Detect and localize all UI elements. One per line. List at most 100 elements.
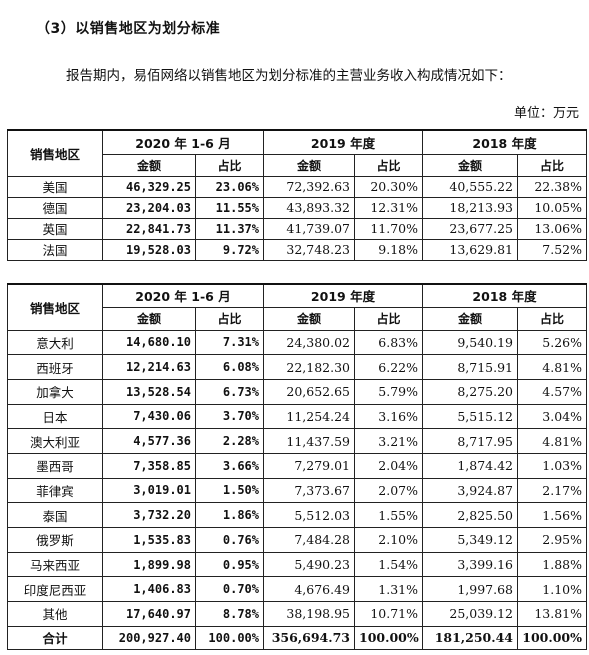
region-cell: 意大利 [7,329,103,356]
amount-2018-cell: 5,349.12 [422,527,518,553]
share-2018-cell: 5.26% [517,329,587,356]
share-2018-cell: 1.03% [517,452,587,479]
amount-2019-cell: 4,676.49 [263,576,355,603]
share-2019-cell: 12.31% [354,196,423,219]
region-cell: 菲律宾 [7,477,103,504]
share-2018-cell: 4.81% [517,354,587,380]
amount-2018-cell: 25,039.12 [422,601,518,627]
header-amount: 金额 [102,153,196,177]
unit-label: 单位：万元 [513,106,579,121]
share-2020h1-cell: 1.50% [195,477,264,504]
amount-2020h1-cell: 200,927.40 [102,625,196,650]
amount-2018-cell: 13,629.81 [422,238,518,261]
table-row: 墨西哥 7,358.85 3.66% 7,279.01 2.04% 1,874.42 1.0… [7,452,587,479]
share-2018-cell: 13.06% [517,217,587,240]
intro-paragraph: 报告期内，易佰网络以销售地区为划分标准的主营业务收入构成情况如下： [66,68,512,84]
share-2020h1-cell: 0.76% [195,527,264,553]
table-row: 菲律宾 3,019.01 1.50% 7,373.67 2.07% 3,924.87 2.1… [7,477,587,504]
table-row: 日本 7,430.06 3.70% 11,254.24 3.16% 5,515.12 3.0… [7,403,587,430]
amount-2020h1-cell: 22,841.73 [102,217,196,240]
amount-2019-cell: 7,373.67 [263,477,355,504]
region-cell: 印度尼西亚 [7,576,103,603]
amount-2018-cell: 23,677.25 [422,217,518,240]
share-2019-cell: 11.70% [354,217,423,240]
share-2019-cell: 1.54% [354,551,423,578]
amount-2020h1-cell: 7,430.06 [102,403,196,430]
amount-2019-cell: 356,694.73 [263,625,355,650]
amount-2020h1-cell: 13,528.54 [102,378,196,405]
share-2018-cell: 4.81% [517,428,587,454]
header-period-2018: 2018 年度 [422,283,587,308]
amount-2019-cell: 72,392.63 [263,175,355,198]
share-2020h1-cell: 23.06% [195,175,264,198]
header-share: 占比 [354,306,423,331]
table-row: 澳大利亚 4,577.36 2.28% 11,437.59 3.21% 8,717.95 4… [7,428,587,454]
share-2019-cell: 100.00% [354,625,423,650]
share-2019-cell: 1.55% [354,502,423,528]
table-row: 印度尼西亚 1,406.83 0.70% 4,676.49 1.31% 1,997.68 1… [7,576,587,603]
table-row: 西班牙 12,214.63 6.08% 22,182.30 6.22% 8,715.91 4… [7,354,587,380]
table-row: 俄罗斯 1,535.83 0.76% 7,484.28 2.10% 5,349.12 2.9… [7,527,587,553]
region-cell: 加拿大 [7,378,103,405]
header-period-2019: 2019 年度 [263,283,423,308]
amount-2020h1-cell: 1,406.83 [102,576,196,603]
amount-2019-cell: 5,512.03 [263,502,355,528]
share-2020h1-cell: 11.55% [195,196,264,219]
header-share: 占比 [517,153,587,177]
region-cell: 澳大利亚 [7,428,103,454]
share-2020h1-cell: 8.78% [195,601,264,627]
amount-2018-cell: 8,275.20 [422,378,518,405]
amount-2020h1-cell: 3,732.20 [102,502,196,528]
share-2020h1-cell: 0.70% [195,576,264,603]
share-2018-cell: 2.17% [517,477,587,504]
table-row: 德国 23,204.03 11.55% 43,893.32 12.31% 18,213.9… [7,196,587,219]
table-total-row: 合计 200,927.40 100.00% 356,694.73 100.00% 181,… [7,625,587,650]
header-period-2018: 2018 年度 [422,129,587,155]
section-heading: （3）以销售地区为划分标准 [36,21,221,37]
share-2020h1-cell: 6.08% [195,354,264,380]
header-amount: 金额 [422,153,518,177]
share-2020h1-cell: 1.86% [195,502,264,528]
amount-2019-cell: 11,437.59 [263,428,355,454]
amount-2020h1-cell: 17,640.97 [102,601,196,627]
amount-2018-cell: 3,924.87 [422,477,518,504]
share-2018-cell: 13.81% [517,601,587,627]
header-share: 占比 [517,306,587,331]
region-cell: 合计 [7,625,103,650]
share-2018-cell: 10.05% [517,196,587,219]
share-2019-cell: 1.31% [354,576,423,603]
amount-2018-cell: 2,825.50 [422,502,518,528]
amount-2020h1-cell: 14,680.10 [102,329,196,356]
amount-2018-cell: 1,997.68 [422,576,518,603]
table-row: 英国 22,841.73 11.37% 41,739.07 11.70% 23,677.2… [7,217,587,240]
share-2020h1-cell: 100.00% [195,625,264,650]
share-2019-cell: 2.04% [354,452,423,479]
amount-2019-cell: 22,182.30 [263,354,355,380]
region-cell: 英国 [7,217,103,240]
amount-2019-cell: 11,254.24 [263,403,355,430]
table-row: 美国 46,329.25 23.06% 72,392.63 20.30% 40,555.2… [7,175,587,198]
table1-body: 美国 46,329.25 23.06% 72,392.63 20.30% 40,555.2… [7,175,587,261]
amount-2019-cell: 41,739.07 [263,217,355,240]
share-2019-cell: 5.79% [354,378,423,405]
amount-2018-cell: 1,874.42 [422,452,518,479]
share-2019-cell: 20.30% [354,175,423,198]
header-amount: 金额 [102,306,196,331]
header-share: 占比 [195,153,264,177]
header-period-2019: 2019 年度 [263,129,423,155]
amount-2020h1-cell: 19,528.03 [102,238,196,261]
amount-2018-cell: 3,399.16 [422,551,518,578]
share-2019-cell: 10.71% [354,601,423,627]
region-cell: 墨西哥 [7,452,103,479]
share-2019-cell: 9.18% [354,238,423,261]
header-region: 销售地区 [7,129,103,177]
header-amount: 金额 [263,306,355,331]
table-row: 马来西亚 1,899.98 0.95% 5,490.23 1.54% 3,399.16 1.… [7,551,587,578]
amount-2018-cell: 9,540.19 [422,329,518,356]
share-2018-cell: 7.52% [517,238,587,261]
table-row: 意大利 14,680.10 7.31% 24,380.02 6.83% 9,540.19 5… [7,329,587,356]
share-2020h1-cell: 2.28% [195,428,264,454]
amount-2019-cell: 7,484.28 [263,527,355,553]
share-2019-cell: 2.10% [354,527,423,553]
share-2020h1-cell: 3.70% [195,403,264,430]
